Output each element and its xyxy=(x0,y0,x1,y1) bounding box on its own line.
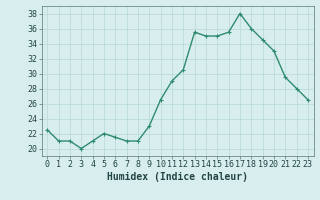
X-axis label: Humidex (Indice chaleur): Humidex (Indice chaleur) xyxy=(107,172,248,182)
